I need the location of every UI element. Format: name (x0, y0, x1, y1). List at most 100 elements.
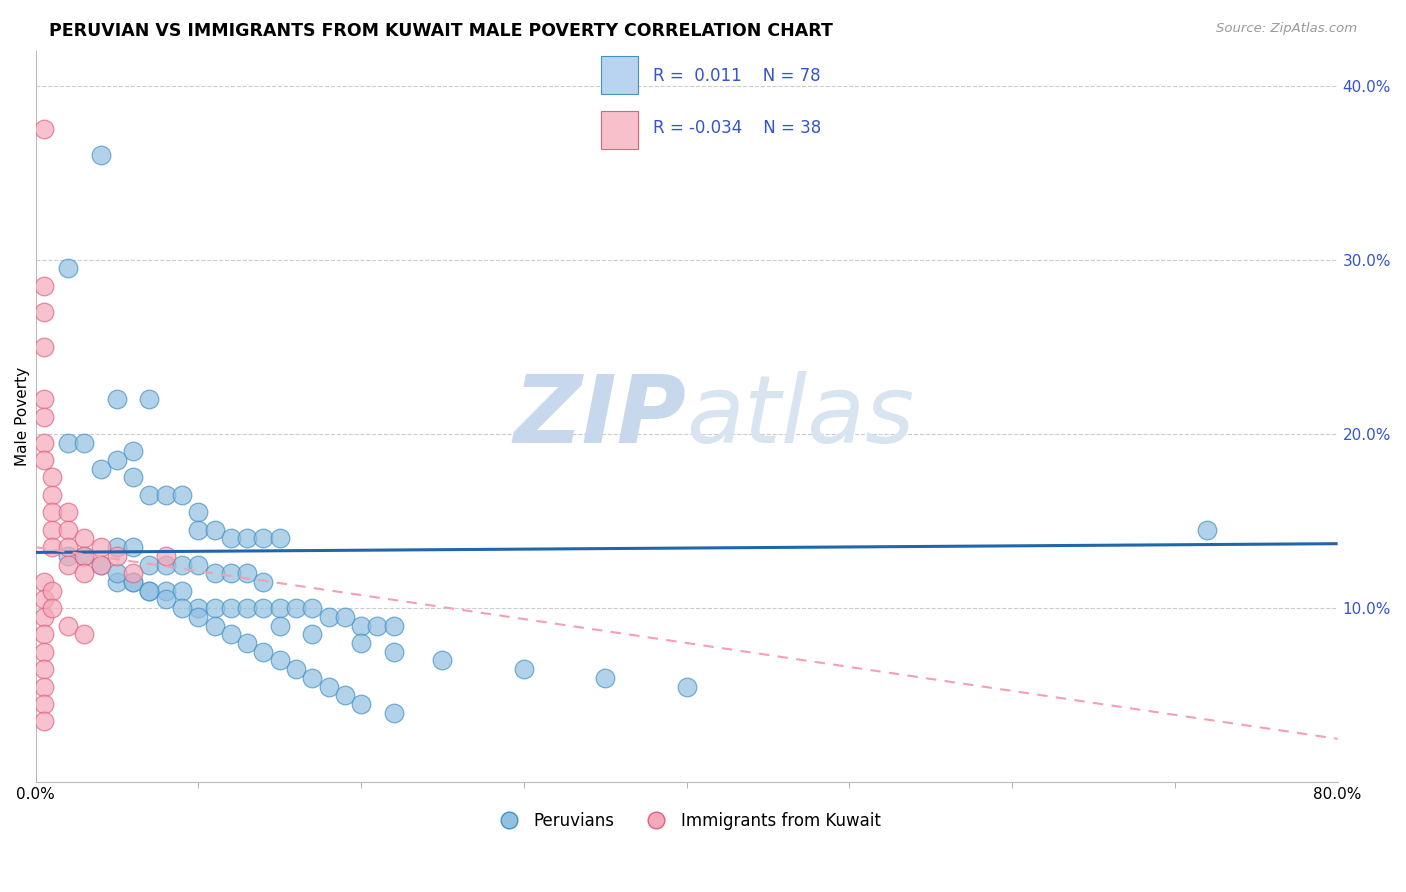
Point (269, 618, 291, 632)
Point (41, 488, 63, 502)
Point (122, 566, 145, 581)
Point (236, 566, 259, 581)
Point (333, 610, 356, 624)
Point (32, 592, 55, 607)
FancyBboxPatch shape (602, 56, 638, 95)
Point (138, 583, 160, 598)
Point (301, 627, 323, 641)
Point (170, 558, 193, 572)
Point (170, 601, 193, 615)
Point (138, 488, 160, 502)
Point (252, 574, 274, 589)
Point (187, 601, 209, 615)
Point (187, 610, 209, 624)
Point (219, 601, 242, 615)
Point (187, 558, 209, 572)
Point (32, 122, 55, 136)
Point (138, 583, 160, 598)
Point (73, 435, 96, 450)
Point (333, 688, 356, 702)
Point (138, 558, 160, 572)
Point (56, 523, 79, 537)
Point (73, 566, 96, 581)
Text: R = -0.034    N = 38: R = -0.034 N = 38 (652, 120, 821, 137)
Point (105, 540, 128, 554)
Text: R =  0.011    N = 78: R = 0.011 N = 78 (652, 67, 820, 85)
Point (204, 523, 226, 537)
Point (73, 627, 96, 641)
Point (593, 671, 616, 685)
Text: atlas: atlas (686, 371, 915, 462)
Point (122, 574, 145, 589)
Point (105, 574, 128, 589)
Point (301, 671, 323, 685)
Point (269, 532, 291, 546)
Point (318, 610, 340, 624)
Point (350, 697, 373, 711)
Point (73, 549, 96, 563)
Point (236, 532, 259, 546)
Point (32, 610, 55, 624)
Point (219, 532, 242, 546)
Point (285, 601, 308, 615)
Point (382, 645, 405, 659)
Point (219, 566, 242, 581)
Point (269, 601, 291, 615)
Point (155, 558, 177, 572)
Point (56, 549, 79, 563)
Point (90, 558, 112, 572)
Point (105, 549, 128, 563)
Point (236, 601, 259, 615)
Point (122, 574, 145, 589)
Point (105, 566, 128, 581)
Point (41, 583, 63, 598)
Point (513, 662, 536, 676)
Point (90, 462, 112, 476)
Point (41, 505, 63, 519)
Point (187, 505, 209, 519)
Point (155, 583, 177, 598)
Point (32, 627, 55, 641)
Point (41, 470, 63, 484)
Point (350, 618, 373, 632)
Point (32, 340, 55, 354)
Point (1197, 523, 1219, 537)
Point (155, 488, 177, 502)
Point (122, 540, 145, 554)
Point (32, 392, 55, 406)
Point (41, 540, 63, 554)
Point (285, 662, 308, 676)
Y-axis label: Male Poverty: Male Poverty (15, 367, 30, 467)
Point (301, 601, 323, 615)
Point (32, 435, 55, 450)
Point (32, 574, 55, 589)
Point (105, 392, 128, 406)
Point (122, 470, 145, 484)
Point (219, 627, 242, 641)
Text: Source: ZipAtlas.com: Source: ZipAtlas.com (1216, 22, 1357, 36)
Point (170, 583, 193, 598)
Point (155, 592, 177, 607)
Point (204, 566, 226, 581)
Point (170, 488, 193, 502)
Point (105, 453, 128, 467)
Point (138, 392, 160, 406)
Text: PERUVIAN VS IMMIGRANTS FROM KUWAIT MALE POVERTY CORRELATION CHART: PERUVIAN VS IMMIGRANTS FROM KUWAIT MALE … (49, 22, 834, 40)
Legend: Peruvians, Immigrants from Kuwait: Peruvians, Immigrants from Kuwait (485, 805, 887, 836)
Point (32, 645, 55, 659)
Point (32, 453, 55, 467)
Point (56, 261, 79, 276)
Point (269, 653, 291, 667)
Point (32, 278, 55, 293)
Point (56, 505, 79, 519)
Point (432, 653, 454, 667)
Point (318, 680, 340, 694)
Point (56, 540, 79, 554)
Text: ZIP: ZIP (513, 370, 686, 463)
Point (56, 558, 79, 572)
Point (252, 532, 274, 546)
Point (90, 558, 112, 572)
Point (122, 444, 145, 458)
Point (32, 697, 55, 711)
Point (90, 148, 112, 162)
